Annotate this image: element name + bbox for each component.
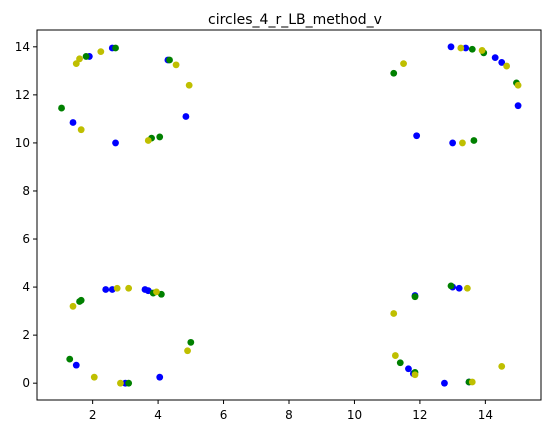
x-tick-label: 12: [412, 408, 427, 422]
y-tick-label: 0: [22, 376, 30, 390]
scatter-point: [156, 133, 164, 141]
scatter-point: [112, 44, 119, 52]
scatter-point: [76, 55, 83, 63]
scatter-point: [90, 373, 98, 381]
scatter-point: [82, 53, 90, 60]
scatter-point: [113, 284, 121, 292]
scatter-point: [498, 362, 506, 370]
scatter-point: [185, 81, 193, 89]
scatter-point: [391, 352, 399, 359]
y-tick-label: 14: [15, 40, 30, 54]
scatter-point: [390, 69, 398, 77]
scatter-point: [400, 60, 407, 68]
scatter-point: [413, 132, 421, 140]
scatter-point: [102, 286, 110, 293]
scatter-point: [459, 139, 466, 147]
scatter-point: [447, 43, 455, 51]
scatter-point: [447, 282, 455, 290]
scatter-point: [514, 81, 522, 89]
scatter-point: [491, 54, 499, 62]
scatter-point: [77, 296, 85, 304]
scatter-point: [144, 137, 152, 144]
scatter-point: [390, 310, 398, 317]
x-tick-label: 4: [154, 408, 162, 422]
plot-area: [58, 43, 522, 387]
scatter-point: [441, 379, 448, 387]
x-tick-label: 2: [89, 408, 97, 422]
x-tick-label: 10: [347, 408, 362, 422]
y-tick-label: 10: [15, 136, 30, 150]
scatter-point: [125, 284, 133, 292]
scatter-point: [503, 62, 511, 70]
x-tick-label: 8: [285, 408, 293, 422]
scatter-point: [182, 113, 190, 120]
scatter-point: [449, 139, 457, 147]
scatter-point: [156, 373, 164, 381]
scatter-point: [411, 371, 419, 379]
y-tick-label: 2: [22, 328, 30, 342]
scatter-point: [172, 61, 180, 69]
scatter-point: [457, 44, 465, 52]
scatter-point: [153, 288, 160, 296]
scatter-point: [72, 361, 80, 369]
scatter-point: [470, 137, 478, 144]
scatter-point: [463, 284, 471, 292]
y-tick-label: 6: [22, 232, 30, 246]
scatter-point: [66, 355, 74, 363]
scatter-point: [396, 359, 404, 367]
scatter-point: [405, 365, 412, 373]
axis-ticks: 2 4 6 8 10 12 14 0 2 4 6 8 10 12 14: [15, 40, 493, 422]
scatter-point: [58, 104, 65, 112]
scatter-point: [72, 60, 80, 68]
y-tick-label: 4: [22, 280, 30, 294]
scatter-point: [462, 44, 470, 52]
scatter-point: [478, 47, 486, 54]
scatter-point: [77, 126, 85, 134]
scatter-point: [117, 379, 124, 387]
scatter-point: [184, 347, 191, 355]
scatter-point: [187, 338, 195, 346]
x-tick-label: 6: [220, 408, 228, 422]
scatter-point: [411, 293, 419, 301]
x-tick-label: 14: [478, 408, 493, 422]
scatter-point: [468, 378, 476, 386]
scatter-point: [97, 48, 105, 56]
scatter-point: [125, 379, 133, 387]
scatter-point: [498, 59, 506, 66]
scatter-point: [112, 139, 119, 147]
scatter-point: [455, 284, 463, 292]
scatter-point: [514, 102, 522, 110]
axes-frame: [36, 29, 542, 401]
chart-title: circles_4_r_LB_method_v: [208, 12, 382, 28]
scatter-point: [69, 119, 77, 126]
y-tick-label: 12: [15, 88, 30, 102]
scatter-point: [468, 45, 476, 53]
scatter-point: [166, 56, 173, 64]
y-tick-label: 8: [22, 184, 30, 198]
scatter-point: [69, 302, 77, 310]
